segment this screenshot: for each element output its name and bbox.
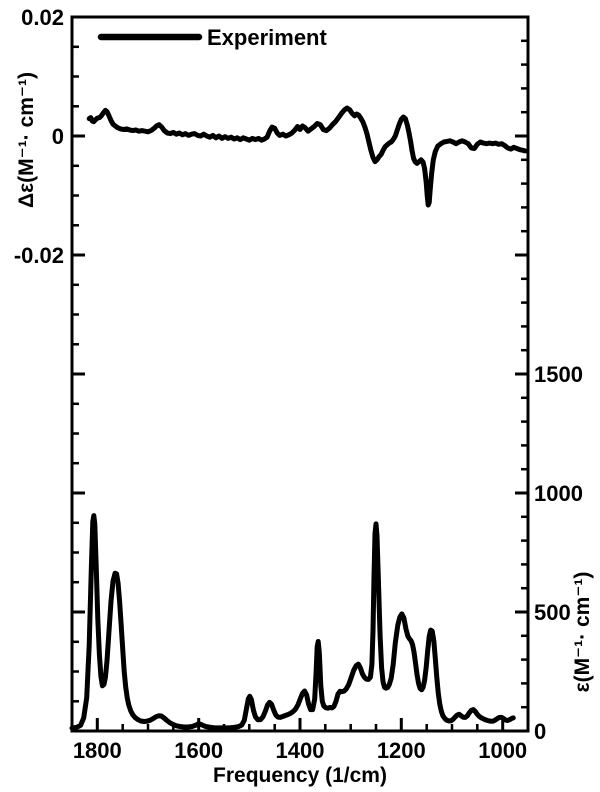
right-y-tick-label: 1500 <box>534 362 583 387</box>
vcd-experiment-trace <box>86 105 528 208</box>
left-y-tick-label: -0.02 <box>14 243 64 268</box>
x-tick-label: 1000 <box>478 738 527 763</box>
right-y-tick-label: 0 <box>534 719 546 744</box>
x-axis-title: Frequency (1/cm) <box>213 764 387 787</box>
axis-tick-labels: 1800 1600 1400 1200 1000 0.02 0 -0.02 1500 1000 50… <box>14 5 583 763</box>
plot-border <box>70 15 530 733</box>
x-tick-label: 1200 <box>377 738 426 763</box>
left-y-tick-label: 0.02 <box>21 5 64 30</box>
data-traces <box>69 105 528 731</box>
x-tick-label: 1600 <box>174 738 223 763</box>
left-y-axis-title: Δε(M⁻¹· cm⁻¹) <box>15 72 38 208</box>
x-tick-label: 1800 <box>73 738 122 763</box>
right-y-tick-label: 500 <box>534 600 571 625</box>
right-y-axis-title: ε(M⁻¹· cm⁻¹) <box>571 572 594 693</box>
right-y-tick-label: 1000 <box>534 481 583 506</box>
left-y-tick-label: 0 <box>52 124 64 149</box>
x-tick-label: 1400 <box>276 738 325 763</box>
ir-experiment-trace <box>69 513 516 731</box>
legend: Experiment <box>97 25 327 50</box>
legend-label: Experiment <box>207 25 327 50</box>
